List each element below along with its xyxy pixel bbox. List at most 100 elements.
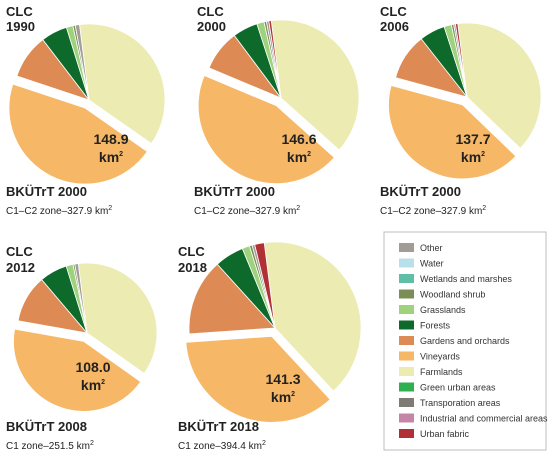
pie-slice-farmlands — [457, 22, 542, 149]
pie-zone: C1 zone–251.5 km2 — [6, 440, 94, 452]
pie-title-line1: CLC — [197, 4, 224, 19]
legend-swatch — [399, 305, 414, 314]
legend: Other Water Wetlands and marshes Woodland s… — [383, 231, 548, 451]
legend-swatch — [399, 258, 414, 268]
pie-zone-sup: 2 — [90, 440, 94, 447]
pie-highlight-unit-text: km — [99, 149, 119, 165]
legend-item-woodland-shrub: Woodland shrub — [399, 289, 485, 300]
pie-zone-text: C1–C2 zone–327.9 km — [194, 206, 296, 217]
legend-item-industrial-and-commercial-areas: Industrial and commercial areas — [399, 413, 548, 424]
pie-highlight-unit: km2 — [287, 149, 311, 165]
pie-slice-other — [74, 263, 88, 334]
pie-title-line2: 2012 — [6, 260, 35, 275]
pie-slice-other — [74, 24, 90, 101]
pie-chart-3: CLC 2006 137.7 km2 BKÜTrT 2000 C1–C2 zon… — [380, 4, 542, 217]
pie-title-line1: CLC — [6, 244, 33, 259]
pie-source: BKÜTrT 2000 — [380, 184, 461, 199]
pie-title-line2: 2000 — [197, 19, 226, 34]
pie-chart-2: CLC 2000 146.6 km2 BKÜTrT 2000 C1–C2 zon… — [194, 4, 360, 217]
pie-slice-vineyards — [8, 83, 148, 185]
pie-chart-5: CLC 2018 141.3 km2 BKÜTrT 2018 C1 zone–3… — [178, 241, 362, 452]
legend-swatch — [399, 320, 414, 330]
pie-chart-1: CLC 1990 148.9 km2 BKÜTrT 2000 C1–C2 zon… — [6, 4, 166, 217]
legend-label: Wetlands and marshes — [420, 274, 512, 284]
pie-highlight-unit-text: km — [81, 377, 101, 393]
pie-highlight-unit-sup: 2 — [119, 151, 123, 158]
pie-title-line2: 2006 — [380, 19, 409, 34]
legend-label: Other — [420, 243, 443, 253]
legend-item-farmlands: Farmlands — [399, 367, 463, 377]
pie-slices — [197, 19, 360, 185]
legend-item-wetlands-and-marshes: Wetlands and marshes — [399, 274, 512, 284]
pie-slices — [388, 22, 542, 180]
legend-label: Transporation areas — [420, 398, 501, 408]
pie-zone-sup: 2 — [296, 205, 300, 212]
legend-label: Vineyards — [420, 352, 460, 362]
pie-highlight-unit-sup: 2 — [481, 151, 485, 158]
pie-highlight-unit: km2 — [461, 149, 485, 165]
pie-highlight-unit-text: km — [271, 389, 291, 405]
legend-item-gardens-and-orchards: Gardens and orchards — [399, 336, 510, 346]
legend-item-vineyards: Vineyards — [399, 351, 460, 362]
legend-label: Industrial and commercial areas — [420, 414, 548, 424]
legend-swatch — [399, 398, 414, 407]
pie-source: BKÜTrT 2008 — [6, 419, 87, 434]
pie-slice-vineyards — [197, 75, 335, 185]
pie-title-line2: 2018 — [178, 260, 207, 275]
legend-label: Water — [420, 259, 444, 269]
pie-zone-text: C1–C2 zone–327.9 km — [380, 206, 482, 217]
pie-slice-vineyards — [13, 328, 142, 412]
pie-slice-farmlands — [263, 241, 362, 392]
pie-slice-farmlands — [77, 262, 158, 374]
legend-item-urban-fabric: Urban fabric — [399, 429, 470, 439]
legend-items: Other Water Wetlands and marshes Woodland s… — [399, 243, 548, 439]
legend-item-green-urban-areas: Green urban areas — [399, 382, 496, 393]
pie-highlight-value: 148.9 — [93, 131, 128, 147]
pie-zone-text: C1 zone–251.5 km — [6, 441, 90, 452]
legend-swatch — [399, 351, 414, 361]
pie-zone-sup: 2 — [108, 205, 112, 212]
pie-zone: C1–C2 zone–327.9 km2 — [380, 205, 486, 217]
pie-highlight-unit-sup: 2 — [291, 391, 295, 398]
pie-slice-urban-fabric — [454, 23, 468, 98]
pie-highlight-unit: km2 — [271, 389, 295, 405]
pie-source: BKÜTrT 2000 — [6, 184, 87, 199]
pie-zone: C1–C2 zone–327.9 km2 — [194, 205, 300, 217]
pie-highlight-unit-sup: 2 — [307, 151, 311, 158]
pie-source: BKÜTrT 2018 — [178, 419, 259, 434]
pie-highlight-unit-text: km — [287, 149, 307, 165]
legend-item-transporation-areas: Transporation areas — [399, 398, 501, 408]
pie-zone-sup: 2 — [262, 440, 266, 447]
pie-title-line2: 1990 — [6, 19, 35, 34]
legend-swatch — [399, 243, 414, 252]
pie-highlight-unit-text: km — [461, 149, 481, 165]
pie-title-line1: CLC — [6, 4, 33, 19]
legend-item-water: Water — [399, 258, 444, 269]
pie-slice-farmlands — [79, 23, 166, 145]
pie-highlight-value: 108.0 — [75, 359, 110, 375]
pie-slice-vineyards — [185, 335, 331, 423]
pie-highlight-value: 137.7 — [455, 131, 490, 147]
pie-slices — [8, 23, 166, 185]
legend-swatch — [399, 413, 414, 423]
pie-highlight-unit-sup: 2 — [101, 379, 105, 386]
pie-title-line1: CLC — [380, 4, 407, 19]
legend-label: Green urban areas — [420, 383, 496, 393]
pie-zone: C1 zone–394.4 km2 — [178, 440, 266, 452]
legend-item-other: Other — [399, 243, 443, 253]
pie-highlight-unit: km2 — [81, 377, 105, 393]
legend-label: Woodland shrub — [420, 290, 485, 300]
legend-item-forests: Forests — [399, 320, 451, 331]
pie-slices — [13, 262, 158, 412]
legend-label: Forests — [420, 321, 451, 331]
pie-slice-urban-fabric — [254, 242, 276, 329]
pie-slices — [185, 241, 362, 423]
pie-source: BKÜTrT 2000 — [194, 184, 275, 199]
pie-highlight-value: 141.3 — [265, 371, 300, 387]
pie-zone-text: C1–C2 zone–327.9 km — [6, 206, 108, 217]
pie-zone-sup: 2 — [482, 205, 486, 212]
legend-swatch — [399, 429, 414, 438]
legend-swatch — [399, 367, 414, 376]
pie-zone-text: C1 zone–394.4 km — [178, 441, 262, 452]
